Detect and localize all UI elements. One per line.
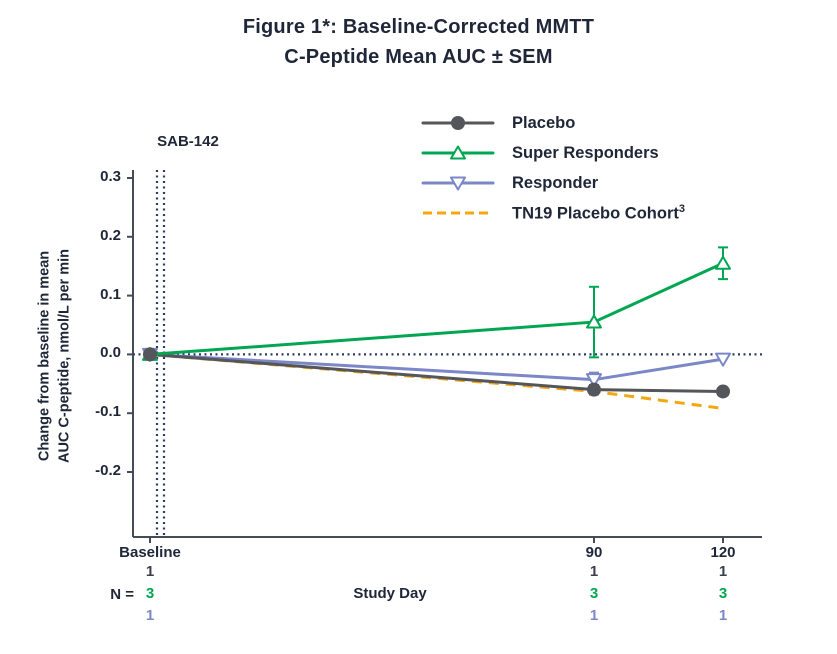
legend-sample-dashed-line-icon	[423, 211, 493, 215]
n-count-Baseline-row2: 3	[145, 585, 155, 602]
x-axis-label: Study Day	[353, 585, 427, 602]
legend-sample-placebo-circle-icon	[421, 116, 495, 130]
legend-marker-sample	[451, 116, 465, 130]
responder-marker-120	[715, 352, 731, 367]
super-responders-marker-120	[715, 255, 731, 270]
super-responders-line	[148, 261, 725, 356]
legend-marker-sample	[450, 176, 466, 191]
figure-title-line1: Figure 1*: Baseline-Corrected MMTT	[242, 16, 595, 38]
super-responders-marker-90	[586, 314, 602, 329]
responder-marker-90	[586, 373, 602, 388]
n-count-Baseline-row1: 1	[145, 563, 155, 580]
y-tick-label--0.1: -0.1	[95, 403, 121, 421]
placebo-marker-90	[587, 382, 601, 397]
x-tick-label-120: 120	[710, 544, 736, 561]
n-equals-label: N =	[110, 586, 134, 603]
n-count-90-row1: 1	[589, 563, 599, 580]
n-count-120-row3: 1	[718, 607, 728, 624]
n-count-Baseline-row3: 1	[145, 607, 155, 624]
legend-label-tn19-text: TN19 Placebo Cohort	[512, 204, 679, 223]
figure-title: Figure 1*: Baseline-Corrected MMTT C-Pep…	[0, 12, 837, 72]
x-tick-label-90: 90	[585, 544, 603, 561]
placebo-marker-Baseline	[143, 347, 157, 362]
y-tick-label-0.2: 0.2	[100, 226, 121, 244]
legend-item-placebo: Placebo	[420, 108, 685, 138]
legend-marker-sample	[450, 145, 466, 160]
n-count-120-row1: 1	[718, 563, 728, 580]
legend-label-tn19: TN19 Placebo Cohort3	[512, 203, 685, 224]
legend-sample-triangle-up-icon	[421, 145, 495, 160]
placebo-marker-120	[716, 384, 730, 399]
n-count-120-row2: 3	[718, 585, 728, 602]
n-count-90-row2: 3	[589, 585, 599, 602]
y-tick-label-0.1: 0.1	[100, 285, 121, 303]
legend-label-responder: Responder	[512, 173, 599, 192]
sab-142-label: SAB-142	[157, 133, 219, 150]
legend-sample-triangle-down-icon	[421, 176, 495, 191]
legend-label-placebo: Placebo	[512, 113, 576, 132]
y-axis-label-line1: Change from baseline in mean	[36, 250, 53, 462]
legend-label-tn19-superscript: 3	[678, 202, 685, 215]
legend: Placebo Super Responders Responder TN19 …	[420, 108, 685, 228]
y-tick-label-0.0: 0.0	[100, 344, 121, 362]
x-tick-label-Baseline: Baseline	[119, 544, 181, 561]
legend-item-tn19-placebo-cohort: TN19 Placebo Cohort3	[420, 198, 685, 228]
y-tick-label-0.3: 0.3	[100, 168, 121, 185]
y-tick-label--0.2: -0.2	[95, 462, 121, 479]
legend-item-super-responders: Super Responders	[420, 138, 685, 168]
legend-item-responder: Responder	[420, 168, 685, 198]
figure-title-line2: C-Peptide Mean AUC ± SEM	[284, 46, 553, 68]
n-count-90-row3: 1	[589, 607, 599, 624]
legend-label-super-responders: Super Responders	[512, 143, 659, 162]
